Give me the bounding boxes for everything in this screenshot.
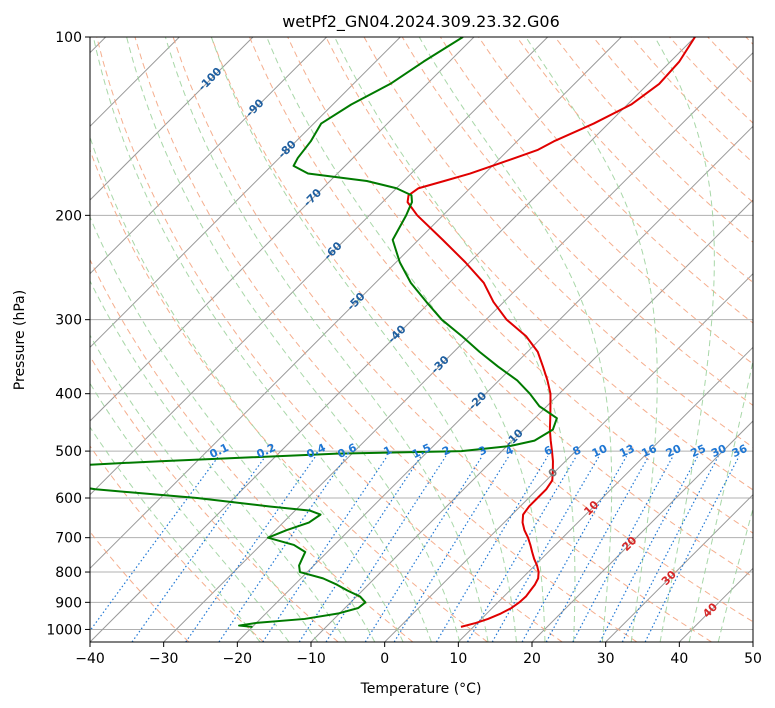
isotherm-line — [457, 346, 753, 642]
isotherm-line — [90, 37, 254, 201]
mixing-ratio-label: 13 — [617, 442, 636, 460]
isotherm-line — [605, 493, 753, 642]
isotherm-line — [310, 199, 753, 642]
moist-adiabat-line — [688, 358, 753, 642]
x-axis-title: Temperature (°C) — [360, 681, 482, 697]
x-tick-label: −20 — [223, 651, 253, 667]
dry-adiabat-line — [325, 37, 753, 491]
y-tick-label: 300 — [55, 313, 82, 329]
x-tick-label: 30 — [597, 651, 615, 667]
x-tick-label: 50 — [744, 651, 762, 667]
dry-adiabat-line — [96, 37, 563, 642]
x-tick-label: 40 — [670, 651, 688, 667]
mixing-ratio-line — [466, 455, 577, 642]
mixing-ratio-label: 36 — [730, 442, 750, 460]
mixing-ratio-label: 25 — [689, 442, 708, 460]
background-lines — [90, 37, 753, 642]
mixing-ratio-line — [545, 455, 650, 642]
isotherm-line — [90, 37, 622, 570]
moist-adiabat-line — [418, 37, 613, 642]
dry-adiabat-line — [516, 37, 753, 284]
moist-adiabat-line — [210, 37, 517, 642]
mixing-ratio-line — [435, 455, 549, 642]
x-tick-label: −40 — [75, 651, 105, 667]
x-tick-label: −30 — [149, 651, 179, 667]
y-tick-label: 500 — [55, 444, 82, 460]
mixing-ratio-line — [185, 455, 317, 642]
y-tick-label: 200 — [55, 208, 82, 224]
mixing-ratio-line — [393, 455, 510, 642]
isotherm-line — [90, 37, 549, 496]
y-tick-label: 100 — [55, 30, 82, 46]
isotherm-line — [236, 125, 753, 642]
dry-adiabat-line — [287, 37, 753, 534]
moist-adiabat-line — [90, 334, 319, 642]
y-tick-label: 700 — [55, 531, 82, 547]
isotherm-line — [90, 37, 696, 642]
y-tick-label: 600 — [55, 491, 82, 507]
moist-adiabat-line — [334, 37, 576, 642]
x-axis: −40 −30 −20 −10 0 10 20 30 40 50 — [75, 642, 762, 667]
moist-adiabat-line — [90, 135, 404, 642]
isotherm-line — [531, 420, 753, 642]
dry-adiabat-line — [90, 445, 264, 642]
mixing-ratio-line — [218, 455, 348, 642]
mixing-ratio-line — [644, 455, 740, 642]
moist-adiabat-line — [266, 37, 546, 642]
mixing-ratio-line — [131, 455, 267, 642]
dry-adiabat-line — [249, 37, 753, 578]
chart-title: wetPf2_GN04.2024.309.23.32.G06 — [282, 12, 560, 32]
isotherm-line — [90, 37, 475, 422]
isotherm-line — [384, 272, 753, 642]
dewpoint-profile-line — [90, 37, 558, 628]
temperature-profile-line — [406, 37, 696, 628]
x-tick-label: 10 — [449, 651, 467, 667]
moist-adiabat-line — [164, 37, 489, 642]
y-tick-label: 400 — [55, 387, 82, 403]
mixing-ratio-label: 20 — [664, 442, 684, 460]
dry-adiabat-line — [90, 258, 414, 642]
dry-adiabat-line — [172, 37, 712, 642]
moist-adiabat-line — [90, 382, 290, 642]
isotherm-line — [752, 641, 753, 642]
y-tick-label: 1000 — [46, 622, 82, 638]
moist-adiabat-line — [126, 37, 461, 642]
plot-frame — [89, 36, 754, 643]
sounding-profiles — [90, 37, 696, 628]
y-tick-label: 800 — [55, 565, 82, 581]
moist-adiabat-line — [90, 215, 376, 642]
moist-adiabat-line — [525, 37, 658, 642]
y-axis-title: Pressure (hPa) — [12, 290, 28, 390]
x-tick-label: −10 — [296, 651, 326, 667]
moist-adiabat-line — [654, 37, 715, 642]
x-tick-label: 0 — [380, 651, 389, 667]
isotherm-line — [90, 37, 328, 275]
mixing-ratio-label: 16 — [640, 442, 660, 460]
mixing-ratio-label: 10 — [590, 442, 610, 460]
dry-adiabat-line — [210, 37, 753, 623]
mixing-ratio-label: 30 — [709, 442, 729, 460]
moist-adiabat-line — [90, 426, 261, 642]
mixing-ratio-line — [521, 455, 628, 642]
y-tick-label: 900 — [55, 595, 82, 611]
mixing-ratio-line — [90, 455, 220, 632]
y-axis: 100 200 300 400 500 600 700 800 900 1000 — [46, 30, 90, 638]
moist-adiabat-line — [92, 37, 432, 642]
moist-adiabat-line — [717, 506, 753, 642]
dry-adiabat-line — [90, 355, 339, 642]
x-tick-label: 20 — [523, 651, 541, 667]
plot-background — [90, 37, 753, 642]
mixing-ratio-line — [262, 455, 388, 642]
